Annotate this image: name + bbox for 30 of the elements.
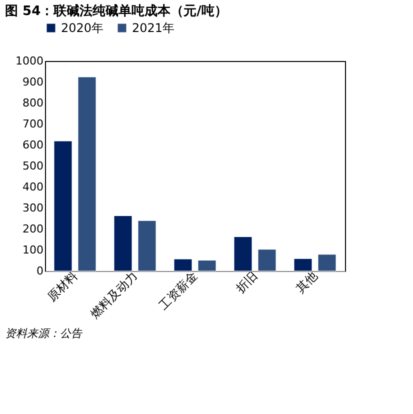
bar: [138, 220, 156, 272]
y-tick-label: 500: [22, 160, 44, 172]
bar: [258, 249, 276, 272]
bar: [294, 258, 312, 272]
x-tick-label: 其他: [293, 268, 320, 296]
y-tick-label: 700: [22, 118, 44, 130]
y-tick-label: 200: [22, 222, 44, 236]
bar: [54, 140, 72, 272]
bar: [174, 258, 192, 272]
bar: [234, 236, 252, 272]
y-tick-label: 600: [22, 138, 44, 152]
legend-label: 2020年: [61, 21, 104, 35]
text: 资料来源：公告: [5, 327, 83, 340]
y-tick-label: 400: [22, 180, 44, 194]
x-tick-label: 折旧: [233, 268, 260, 296]
chart-title: 图 54：联碱法纯碱单吨成本（元/吨）: [5, 3, 228, 19]
bar: [78, 76, 96, 272]
y-tick-label: 900: [22, 76, 44, 88]
y-tick-label: 300: [22, 202, 44, 214]
bar: [114, 216, 132, 272]
legend-label: 2021年: [132, 21, 175, 35]
bar: [318, 254, 336, 272]
bar: [198, 260, 216, 272]
y-tick-label: 1000: [16, 54, 44, 68]
y-tick-label: 0: [36, 264, 44, 278]
y-tick-label: 800: [22, 96, 44, 110]
x-tick-label: 燃料及动力: [88, 268, 140, 321]
x-tick-label: 工资薪金: [156, 268, 200, 312]
x-tick-label: 原材料: [44, 268, 80, 304]
y-tick-label: 100: [22, 244, 44, 256]
